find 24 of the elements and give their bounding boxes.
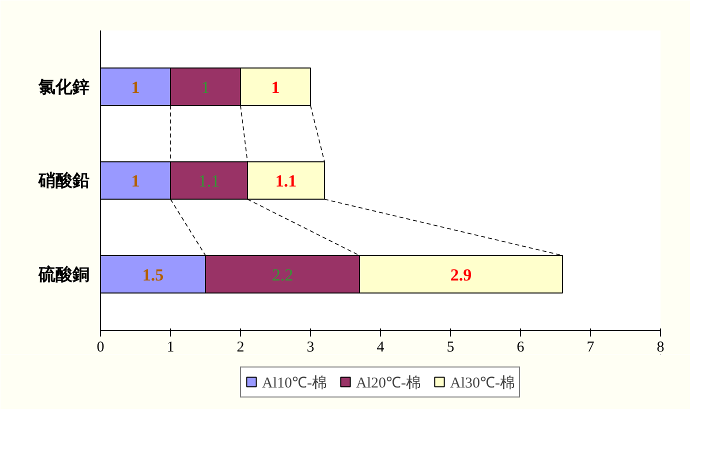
data-label: 1.1 (275, 172, 297, 190)
data-label: 1 (131, 172, 140, 190)
data-label: 1 (271, 78, 280, 97)
x-tick-label: 0 (96, 340, 104, 356)
data-label: 1.5 (142, 265, 164, 284)
x-tick-label: 7 (586, 340, 595, 356)
data-label: 2.2 (272, 265, 294, 284)
x-tick-label: 3 (306, 340, 314, 356)
x-tick-label: 8 (656, 340, 664, 356)
data-label: 1 (201, 78, 210, 97)
legend-label: Al10℃-棉 (262, 374, 327, 392)
y-tick-label: 硫酸銅 (38, 264, 90, 284)
data-label: 1.1 (198, 172, 220, 190)
legend-label: Al20℃-棉 (356, 374, 421, 392)
data-label: 2.9 (450, 265, 472, 284)
x-tick-label: 4 (376, 340, 385, 356)
x-tick-label: 6 (516, 340, 525, 356)
y-tick-label: 氯化鋅 (38, 77, 90, 96)
data-label: 1 (131, 78, 140, 97)
x-tick-label: 5 (446, 340, 454, 356)
x-tick-label: 2 (236, 340, 244, 356)
x-tick-label: 1 (166, 340, 174, 356)
legend-label: Al30℃-棉 (450, 374, 515, 392)
y-tick-label: 硝酸鉛 (38, 171, 90, 190)
